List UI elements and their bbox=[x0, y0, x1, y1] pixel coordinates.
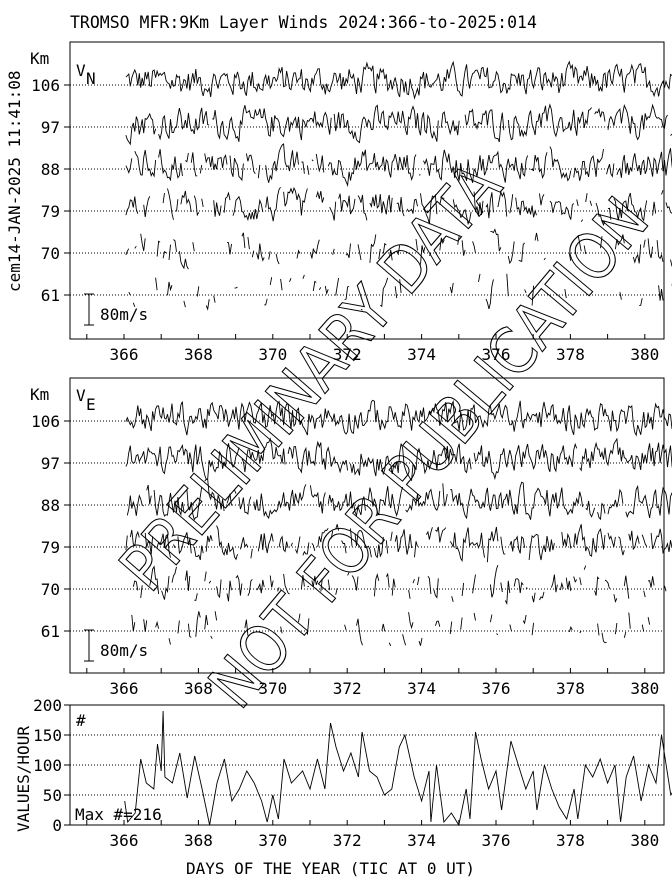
x-tick-label: 378 bbox=[556, 345, 585, 364]
timestamp-side-label: cem14-JAN-2025 11:41:08 bbox=[5, 70, 24, 292]
wind-trace-79km bbox=[125, 524, 672, 563]
x-tick-label: 368 bbox=[184, 679, 213, 698]
x-tick-label: 380 bbox=[630, 831, 659, 850]
x-tick-label: 366 bbox=[110, 345, 139, 364]
wind-trace-79km bbox=[125, 186, 672, 226]
wind-trace-61km bbox=[132, 611, 672, 646]
y-tick-label: 50 bbox=[43, 786, 62, 805]
x-axis-label: DAYS OF THE YEAR (TIC AT 0 UT) bbox=[186, 859, 475, 877]
x-tick-label: 378 bbox=[556, 679, 585, 698]
values-per-hour-plot: 0 50 100 150 200 bbox=[33, 696, 672, 835]
north-km-label: Km bbox=[30, 49, 49, 68]
x-tick-label: 376 bbox=[482, 345, 511, 364]
level-label: 106 bbox=[31, 412, 60, 431]
y-tick-label: 0 bbox=[52, 816, 62, 835]
y-tick-label: 100 bbox=[33, 756, 62, 775]
values-per-hour-line bbox=[124, 710, 672, 827]
x-tick-label: 366 bbox=[110, 679, 139, 698]
level-label: 97 bbox=[41, 118, 60, 137]
north-wind-traces: 106 97 88 79 70 61 bbox=[31, 60, 672, 311]
wind-trace-97km bbox=[125, 103, 672, 146]
level-label: 97 bbox=[41, 454, 60, 473]
level-label: 88 bbox=[41, 496, 60, 515]
wind-trace-61km bbox=[128, 273, 672, 311]
x-tick-label: 374 bbox=[407, 679, 436, 698]
east-wind-panel bbox=[69, 377, 665, 674]
x-tick-label: 380 bbox=[630, 679, 659, 698]
level-label: 61 bbox=[41, 622, 60, 641]
x-tick-label: 380 bbox=[630, 345, 659, 364]
x-tick-label: 374 bbox=[407, 345, 436, 364]
level-label: 106 bbox=[31, 76, 60, 95]
level-label: 88 bbox=[41, 160, 60, 179]
x-tick-label: 366 bbox=[110, 831, 139, 850]
wind-trace-106km bbox=[125, 60, 672, 100]
level-label: 79 bbox=[41, 538, 60, 557]
y-tick-label: 150 bbox=[33, 726, 62, 745]
x-tick-label: 376 bbox=[482, 679, 511, 698]
north-wind-panel bbox=[69, 41, 665, 340]
level-label: 70 bbox=[41, 580, 60, 599]
north-scale-label: 80m/s bbox=[100, 305, 148, 324]
east-km-label: Km bbox=[30, 385, 49, 404]
ve-label: V bbox=[76, 386, 86, 405]
east-scale-label: 80m/s bbox=[100, 641, 148, 660]
x-tick-label: 368 bbox=[184, 345, 213, 364]
y-tick-label: 200 bbox=[33, 696, 62, 715]
wind-trace-106km bbox=[125, 399, 672, 437]
north-scale-bar bbox=[84, 293, 94, 326]
wind-trace-70km bbox=[132, 564, 667, 606]
wind-trace-88km bbox=[125, 143, 672, 187]
level-label: 79 bbox=[41, 202, 60, 221]
level-label: 70 bbox=[41, 244, 60, 263]
wind-trace-97km bbox=[125, 437, 672, 482]
x-tick-label: 372 bbox=[333, 345, 362, 364]
count-marker-label: # bbox=[76, 711, 86, 730]
x-tick-label: 376 bbox=[482, 831, 511, 850]
max-count-annotation: Max #=216 bbox=[75, 805, 162, 824]
values-per-hour-ylabel: VALUES/HOUR bbox=[14, 726, 33, 832]
chart-title: TROMSO MFR:9Km Layer Winds 2024:366-to-2… bbox=[70, 13, 537, 32]
east-scale-bar bbox=[84, 629, 94, 662]
ve-subscript: E bbox=[86, 395, 96, 414]
level-label: 61 bbox=[41, 286, 60, 305]
x-tick-label: 372 bbox=[333, 831, 362, 850]
x-tick-label: 374 bbox=[407, 831, 436, 850]
east-wind-traces: 106 97 88 79 70 61 bbox=[31, 399, 672, 646]
x-tick-label: 372 bbox=[333, 679, 362, 698]
x-tick-label: 378 bbox=[556, 831, 585, 850]
x-tick-label: 370 bbox=[258, 345, 287, 364]
x-tick-label: 370 bbox=[258, 831, 287, 850]
wind-trace-88km bbox=[126, 478, 672, 521]
x-tick-label: 370 bbox=[258, 679, 287, 698]
x-tick-label: 368 bbox=[184, 831, 213, 850]
vn-subscript: N bbox=[86, 69, 96, 88]
vn-label: V bbox=[76, 61, 86, 80]
